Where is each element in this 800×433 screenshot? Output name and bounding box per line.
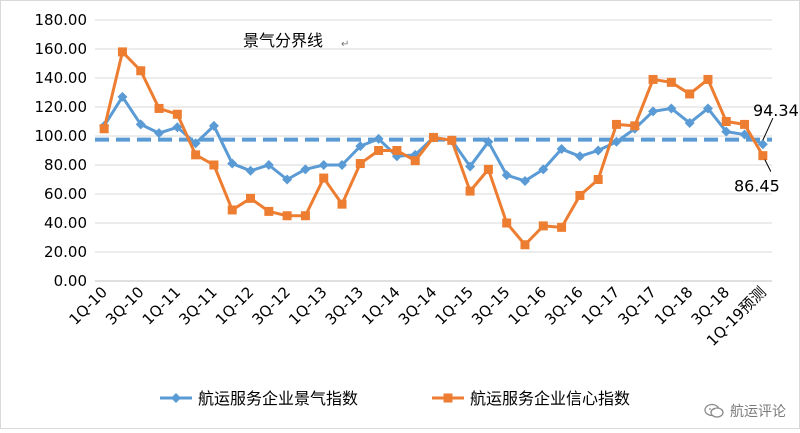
data-point <box>557 222 567 232</box>
data-point <box>538 164 549 175</box>
data-point <box>117 91 128 102</box>
data-point <box>136 66 146 76</box>
data-point <box>684 117 695 128</box>
watermark: 航运评论 <box>704 401 786 421</box>
data-point <box>373 133 384 144</box>
data-point <box>447 135 457 145</box>
data-point <box>739 129 750 140</box>
data-point <box>300 164 311 175</box>
data-point <box>519 175 530 186</box>
data-point <box>246 193 256 203</box>
data-point <box>191 150 201 160</box>
data-point <box>611 136 622 147</box>
data-point <box>685 89 695 99</box>
data-point <box>575 190 585 200</box>
data-point <box>135 119 146 130</box>
data-point <box>483 164 493 174</box>
legend-label: 航运服务企业信心指数 <box>470 389 630 408</box>
data-point <box>574 151 585 162</box>
data-label-leader <box>762 118 774 141</box>
data-point <box>318 160 329 170</box>
data-point <box>300 211 310 221</box>
data-point <box>721 126 732 137</box>
data-point <box>374 146 384 155</box>
data-point <box>593 145 604 156</box>
legend-label: 航运服务企业景气指数 <box>198 389 358 408</box>
data-point <box>319 173 329 183</box>
data-point <box>502 218 512 228</box>
data-point <box>630 121 640 131</box>
data-point <box>666 77 676 87</box>
data-point <box>465 186 475 196</box>
y-tick-label: 60.00 <box>44 185 87 203</box>
data-point <box>703 74 713 84</box>
y-tick-label: 160.00 <box>35 40 88 58</box>
data-point <box>538 221 548 231</box>
data-point <box>337 160 348 170</box>
watermark-text: 航运评论 <box>730 404 786 420</box>
data-point <box>208 120 219 131</box>
data-label: 86.45 <box>734 177 780 196</box>
legend-marker <box>443 393 453 403</box>
y-tick-label: 80.00 <box>44 156 87 174</box>
data-point <box>429 132 438 142</box>
data-point <box>702 103 713 114</box>
data-point <box>337 199 347 209</box>
data-point <box>520 240 530 250</box>
data-point <box>172 122 183 133</box>
data-point <box>227 205 237 215</box>
data-point <box>648 106 659 117</box>
data-point <box>593 175 603 184</box>
data-point <box>758 151 768 161</box>
data-label: 94.34 <box>753 101 799 120</box>
data-point <box>483 136 494 147</box>
data-point <box>611 119 621 129</box>
data-point <box>501 170 512 181</box>
data-point <box>757 139 768 150</box>
data-point <box>666 103 677 114</box>
paragraph-mark-icon: ↵ <box>341 39 349 50</box>
data-point <box>721 117 731 126</box>
data-point <box>154 128 165 139</box>
data-point <box>264 206 274 216</box>
data-label-leader <box>764 159 772 172</box>
data-point <box>282 174 293 185</box>
y-tick-label: 100.00 <box>35 127 88 145</box>
data-point <box>245 165 256 176</box>
data-point <box>740 119 750 129</box>
y-tick-label: 20.00 <box>44 243 87 261</box>
y-tick-label: 140.00 <box>35 69 88 87</box>
data-point <box>154 103 164 113</box>
data-point <box>282 211 292 221</box>
data-point <box>355 159 365 169</box>
data-point <box>556 144 567 155</box>
data-point <box>465 161 476 172</box>
data-point <box>410 156 420 166</box>
data-point <box>117 47 127 57</box>
y-tick-label: 0.00 <box>54 272 87 290</box>
chat-bubble-icon <box>704 403 724 418</box>
y-tick-label: 40.00 <box>44 214 87 232</box>
data-point <box>209 160 219 170</box>
threshold-label: 景气分界线 <box>243 31 323 50</box>
data-point <box>263 160 274 170</box>
data-point <box>172 109 182 119</box>
y-tick-label: 180.00 <box>35 11 88 29</box>
data-point <box>227 158 238 169</box>
legend-marker <box>171 393 181 403</box>
y-tick-label: 120.00 <box>35 98 88 116</box>
data-point <box>355 141 366 152</box>
data-point <box>648 74 658 84</box>
data-point <box>99 124 109 134</box>
data-point <box>392 146 402 155</box>
